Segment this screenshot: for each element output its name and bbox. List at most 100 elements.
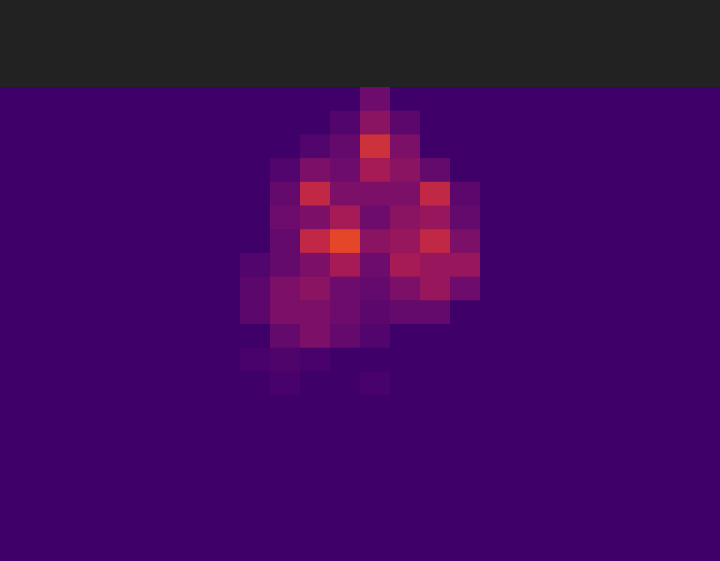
cell — [210, 371, 241, 395]
cell — [420, 490, 451, 514]
cell — [420, 371, 451, 395]
cell — [210, 182, 241, 206]
cell — [150, 371, 181, 395]
cell — [480, 134, 511, 158]
cell — [450, 443, 481, 467]
cell — [330, 206, 361, 230]
cell — [120, 490, 151, 514]
cell — [270, 229, 301, 253]
cell — [90, 348, 121, 372]
cell — [90, 537, 121, 561]
cell — [150, 419, 181, 443]
cell — [390, 324, 421, 348]
cell — [300, 134, 331, 158]
cell — [690, 466, 720, 490]
cell — [300, 253, 331, 277]
cell — [300, 206, 331, 230]
cell — [510, 277, 541, 301]
cell — [180, 158, 211, 182]
cell — [630, 253, 661, 277]
cell — [270, 111, 301, 135]
cell — [240, 371, 271, 395]
cell — [360, 466, 391, 490]
cell — [330, 87, 361, 111]
cell — [630, 537, 661, 561]
cell — [570, 466, 601, 490]
cell — [120, 395, 151, 419]
cell — [150, 134, 181, 158]
cell — [210, 537, 241, 561]
cell — [330, 395, 361, 419]
cell — [30, 348, 61, 372]
cell — [60, 537, 91, 561]
cell — [120, 443, 151, 467]
cell — [660, 324, 691, 348]
cell — [480, 371, 511, 395]
cell — [390, 253, 421, 277]
cell — [540, 182, 571, 206]
cell — [690, 158, 720, 182]
cell — [690, 206, 720, 230]
cell — [540, 134, 571, 158]
cell — [180, 182, 211, 206]
cell — [60, 443, 91, 467]
cell — [600, 87, 631, 111]
cell — [30, 134, 61, 158]
cell — [330, 158, 361, 182]
cell — [270, 490, 301, 514]
cell — [90, 395, 121, 419]
cell — [60, 182, 91, 206]
cell — [30, 419, 61, 443]
cell — [660, 229, 691, 253]
cell — [600, 395, 631, 419]
cell — [420, 111, 451, 135]
cell — [390, 514, 421, 538]
cell — [300, 182, 331, 206]
cell — [0, 419, 31, 443]
cell — [300, 158, 331, 182]
cell — [390, 277, 421, 301]
cell — [120, 348, 151, 372]
cell — [330, 466, 361, 490]
cell — [480, 87, 511, 111]
cell — [210, 134, 241, 158]
cell — [0, 371, 31, 395]
cell — [30, 490, 61, 514]
cell — [0, 134, 31, 158]
cell — [600, 348, 631, 372]
cell — [510, 253, 541, 277]
cell — [390, 443, 421, 467]
cell — [150, 182, 181, 206]
cell — [450, 419, 481, 443]
cell — [570, 182, 601, 206]
cell — [30, 443, 61, 467]
cell — [630, 300, 661, 324]
cell — [300, 277, 331, 301]
cell — [90, 253, 121, 277]
cell — [630, 490, 661, 514]
cell — [30, 466, 61, 490]
cell — [30, 158, 61, 182]
cell — [60, 514, 91, 538]
cell — [630, 158, 661, 182]
cell — [0, 206, 31, 230]
cell — [570, 111, 601, 135]
cell — [300, 419, 331, 443]
header-band — [0, 0, 720, 87]
cell — [420, 419, 451, 443]
cell — [210, 419, 241, 443]
cell — [180, 419, 211, 443]
cell — [660, 277, 691, 301]
cell — [420, 466, 451, 490]
cell — [0, 111, 31, 135]
cell — [240, 490, 271, 514]
cell — [420, 158, 451, 182]
cell — [630, 348, 661, 372]
cell — [420, 182, 451, 206]
cell — [120, 514, 151, 538]
cell — [600, 300, 631, 324]
cell — [630, 443, 661, 467]
cell — [630, 206, 661, 230]
cell — [390, 371, 421, 395]
cell — [270, 537, 301, 561]
